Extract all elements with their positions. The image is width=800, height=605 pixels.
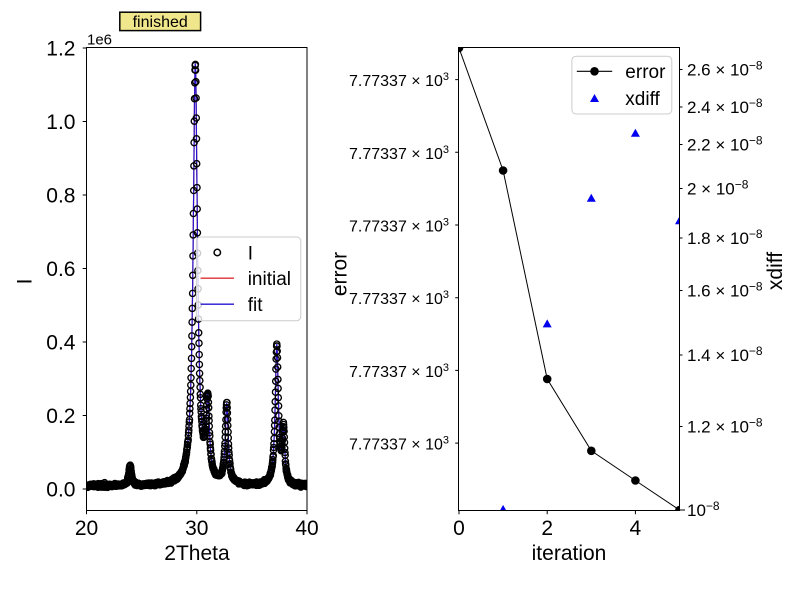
svg-text:7.77337 × 103: 7.77337 × 103 xyxy=(349,144,449,163)
svg-text:0.2: 0.2 xyxy=(46,405,75,428)
svg-text:error: error xyxy=(329,252,352,296)
svg-text:fit: fit xyxy=(248,295,264,316)
svg-text:1e6: 1e6 xyxy=(87,32,112,49)
svg-text:7.77337 × 103: 7.77337 × 103 xyxy=(349,289,449,308)
svg-text:0.8: 0.8 xyxy=(46,185,75,208)
svg-text:1.2 × 10−8: 1.2 × 10−8 xyxy=(687,416,763,437)
svg-text:2.6 × 10−8: 2.6 × 10−8 xyxy=(687,59,763,80)
svg-text:2: 2 xyxy=(541,517,553,540)
svg-text:1.0: 1.0 xyxy=(46,111,75,134)
svg-text:error: error xyxy=(625,62,666,83)
svg-text:7.77337 × 103: 7.77337 × 103 xyxy=(349,71,449,90)
svg-text:finished: finished xyxy=(133,14,188,31)
svg-text:30: 30 xyxy=(185,517,208,540)
svg-text:20: 20 xyxy=(75,517,98,540)
svg-text:7.77337 × 103: 7.77337 × 103 xyxy=(349,435,449,454)
svg-text:1.2: 1.2 xyxy=(46,38,75,61)
svg-text:7.77337 × 103: 7.77337 × 103 xyxy=(349,362,449,381)
svg-text:4: 4 xyxy=(630,517,642,540)
svg-text:1.8 × 10−8: 1.8 × 10−8 xyxy=(687,227,763,248)
svg-text:2.2 × 10−8: 2.2 × 10−8 xyxy=(687,134,763,155)
svg-text:0: 0 xyxy=(453,517,465,540)
svg-text:1.4 × 10−8: 1.4 × 10−8 xyxy=(687,344,763,365)
svg-text:0.6: 0.6 xyxy=(46,258,75,281)
svg-text:2.4 × 10−8: 2.4 × 10−8 xyxy=(687,96,763,117)
svg-text:I: I xyxy=(14,279,37,285)
svg-text:0.4: 0.4 xyxy=(46,332,76,355)
svg-text:xdiff: xdiff xyxy=(764,252,787,290)
svg-text:1.6 × 10−8: 1.6 × 10−8 xyxy=(687,280,763,301)
svg-text:initial: initial xyxy=(248,269,291,290)
svg-text:iteration: iteration xyxy=(532,542,607,565)
svg-text:2Theta: 2Theta xyxy=(164,542,230,565)
svg-text:40: 40 xyxy=(295,517,318,540)
svg-text:2 × 10−8: 2 × 10−8 xyxy=(687,178,749,199)
svg-text:7.77337 × 103: 7.77337 × 103 xyxy=(349,217,449,236)
svg-text:I: I xyxy=(248,243,253,264)
svg-text:0.0: 0.0 xyxy=(46,479,75,502)
svg-text:xdiff: xdiff xyxy=(625,89,660,110)
